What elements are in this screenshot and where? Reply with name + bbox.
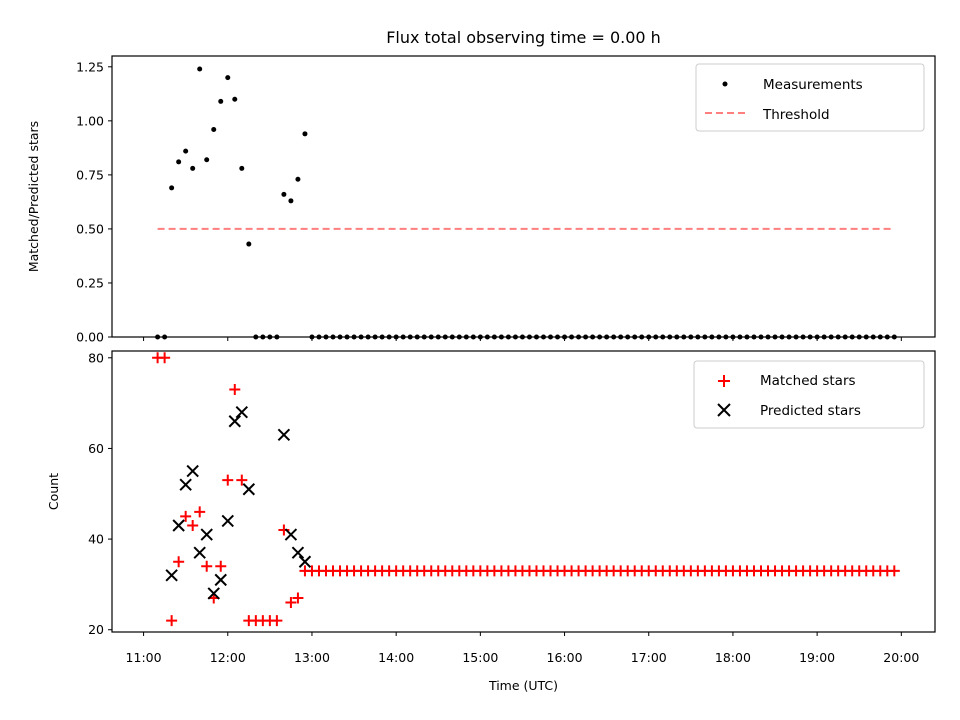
- predicted-star-point: [200, 528, 213, 541]
- x-tick-label: 17:00: [631, 650, 667, 665]
- measurement-point: [225, 75, 231, 81]
- predicted-star-point: [172, 519, 185, 532]
- x-tick-label: 11:00: [126, 650, 162, 665]
- ratio-x-ticks: [143, 337, 902, 341]
- count-y-axis: 20 40 60 80: [88, 350, 112, 637]
- count-legend: Matched stars Predicted stars: [693, 360, 925, 429]
- count-plot-area: [152, 352, 900, 627]
- count-y-tick-label: 20: [88, 622, 104, 637]
- x-tick-label: 19:00: [799, 650, 835, 665]
- measurement-point: [211, 126, 217, 132]
- count-y-axis-label: Count: [46, 473, 61, 510]
- x-tick-label: 15:00: [462, 650, 498, 665]
- ratio-axes-frame: [111, 55, 936, 338]
- legend-predicted-label: Predicted stars: [760, 403, 861, 419]
- legend-matched-label: Matched stars: [760, 373, 856, 389]
- predicted-star-point: [186, 464, 199, 478]
- x-tick-label: 12:00: [210, 650, 246, 665]
- predicted-star-point: [214, 573, 227, 587]
- matched-star-point: [222, 474, 234, 486]
- count-x-axis: 11:00 12:00 13:00 14:00 15:00 16:00 17:00 18:00…: [126, 632, 919, 665]
- count-y-tick-label: 40: [88, 532, 104, 547]
- matched-star-point: [271, 615, 283, 627]
- count-y-tick-label: 80: [88, 350, 104, 365]
- ratio-y-axis-label: Matched/Predicted stars: [26, 121, 41, 272]
- predicted-star-point: [165, 569, 178, 582]
- measurement-point: [176, 159, 182, 165]
- predicted-star-point: [179, 478, 192, 491]
- ratio-y-axis: 0.00 0.25 0.50 0.75 1.00 1.25: [76, 59, 112, 345]
- predicted-star-point: [242, 483, 256, 496]
- measurement-point: [218, 98, 224, 104]
- ratio-legend: Measurements Threshold: [695, 63, 925, 132]
- predicted-star-point: [284, 528, 298, 541]
- count-y-tick-label: 60: [88, 441, 104, 456]
- measurement-point: [239, 165, 245, 171]
- measurement-point: [288, 198, 294, 204]
- measurement-point: [232, 96, 238, 102]
- legend-threshold-label: Threshold: [762, 107, 830, 123]
- legend-measurements-marker: [722, 81, 728, 87]
- predicted-star-point: [228, 415, 241, 428]
- ratio-y-tick-label: 0.00: [76, 330, 104, 345]
- predicted-star-point: [298, 555, 312, 568]
- predicted-star-point: [221, 514, 234, 528]
- measurement-point: [302, 131, 308, 137]
- measurement-point: [183, 148, 189, 154]
- measurement-point: [246, 241, 252, 247]
- ratio-y-tick-label: 0.75: [76, 167, 104, 182]
- measurement-point: [281, 191, 287, 197]
- x-tick-label: 16:00: [547, 650, 583, 665]
- x-tick-label: 20:00: [883, 650, 919, 665]
- matched-star-point: [166, 615, 178, 627]
- legend-matched-marker: [718, 375, 730, 387]
- matched-star-point: [173, 556, 185, 568]
- matched-star-point: [194, 506, 206, 518]
- chart-title: Flux total observing time = 0.00 h: [386, 28, 661, 47]
- matched-star-point: [159, 352, 171, 364]
- measurement-point: [190, 165, 196, 171]
- matched-star-point: [292, 592, 304, 604]
- matched-star-point: [285, 597, 297, 609]
- measurement-point: [197, 66, 203, 72]
- measurement-point: [204, 157, 210, 163]
- predicted-star-point: [207, 587, 220, 600]
- ratio-legend-box: [695, 63, 925, 132]
- ratio-panel: 0.00 0.25 0.50 0.75 1.00 1.25 Matched/Predict…: [26, 55, 936, 345]
- x-tick-label: 14:00: [378, 650, 414, 665]
- matched-star-point: [187, 519, 199, 531]
- count-axes-frame: [111, 350, 936, 633]
- matched-star-point: [236, 474, 248, 486]
- ratio-y-tick-label: 0.25: [76, 275, 104, 290]
- x-axis-label: Time (UTC): [488, 678, 558, 693]
- measurement-point: [169, 185, 175, 191]
- matched-star-point: [888, 565, 900, 577]
- predicted-star-point: [193, 546, 206, 559]
- matched-star-point: [215, 560, 227, 572]
- predicted-star-point: [235, 405, 249, 419]
- predicted-star-point: [277, 428, 291, 442]
- ratio-y-tick-label: 1.00: [76, 113, 104, 128]
- matched-star-point: [201, 560, 213, 572]
- matched-star-point: [229, 384, 241, 396]
- x-tick-label: 18:00: [715, 650, 751, 665]
- x-tick-label: 13:00: [294, 650, 330, 665]
- predicted-star-point: [291, 546, 305, 559]
- ratio-y-tick-label: 1.25: [76, 59, 104, 74]
- ratio-y-tick-label: 0.50: [76, 221, 104, 236]
- legend-predicted-marker: [717, 403, 731, 417]
- count-legend-box: [693, 360, 925, 429]
- matched-star-point: [180, 510, 192, 522]
- legend-measurements-label: Measurements: [763, 77, 863, 93]
- ratio-plot-area: [155, 66, 897, 340]
- measurement-point: [295, 176, 301, 182]
